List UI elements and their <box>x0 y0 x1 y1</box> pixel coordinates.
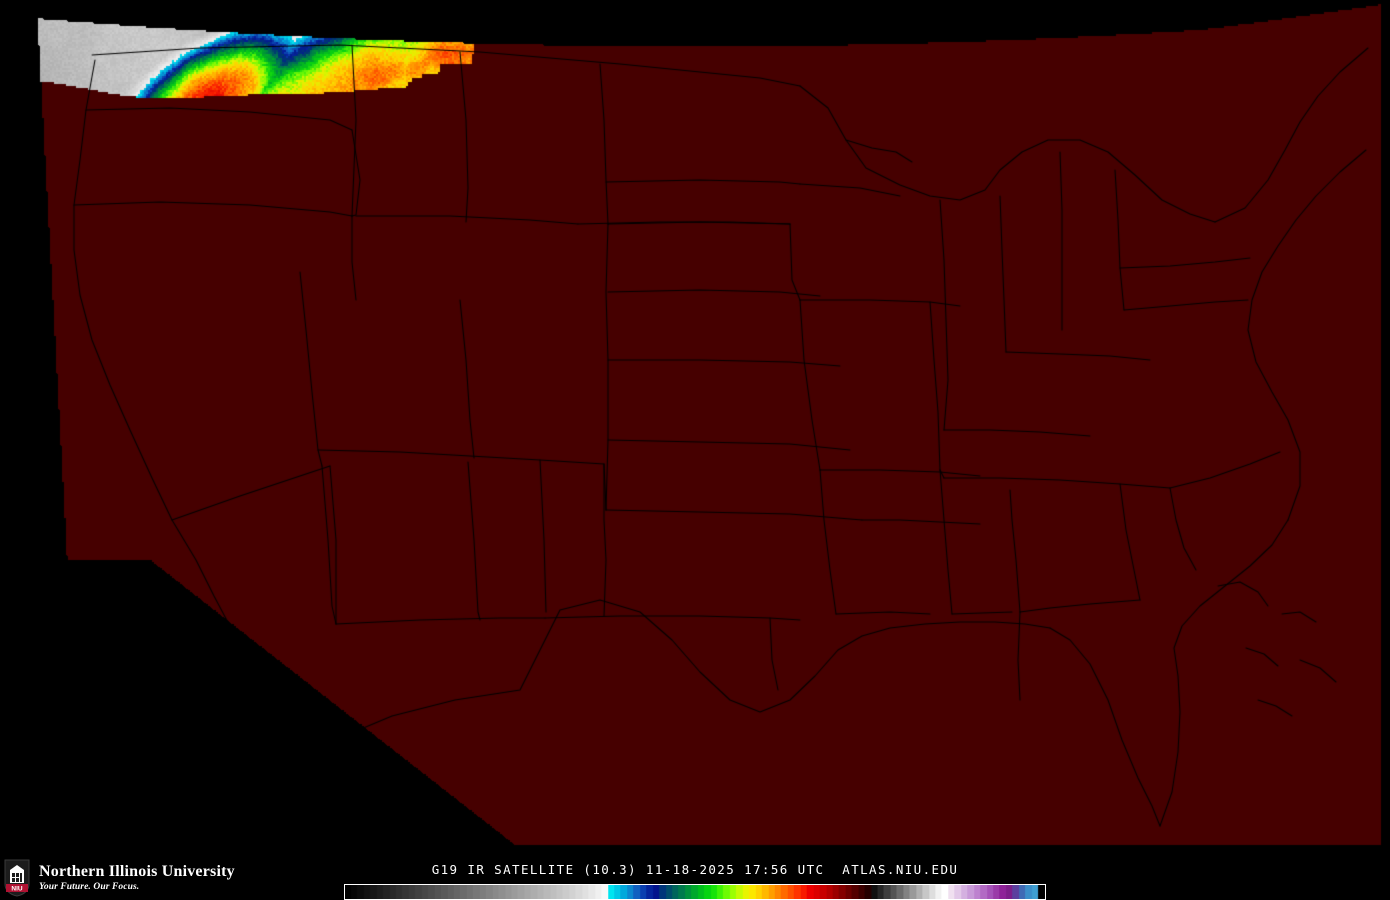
svg-text:NIU: NIU <box>11 886 23 893</box>
product-title: G19 IR SATELLITE (10.3) 11-18-2025 17:56… <box>431 862 959 877</box>
institution-name: Northern Illinois University <box>39 862 235 880</box>
niu-logo[interactable]: NIU Northern Illinois University Your Fu… <box>3 859 235 897</box>
ir-colorbar[interactable] <box>344 884 1046 900</box>
satellite-map[interactable] <box>0 0 1390 848</box>
niu-shield-icon: NIU <box>3 859 31 897</box>
niu-wordmark: Northern Illinois University Your Future… <box>39 862 235 893</box>
ir-satellite-image[interactable] <box>0 0 1390 848</box>
ir-colorbar-gradient <box>345 885 1045 899</box>
institution-tagline: Your Future. Our Focus. <box>39 881 140 892</box>
